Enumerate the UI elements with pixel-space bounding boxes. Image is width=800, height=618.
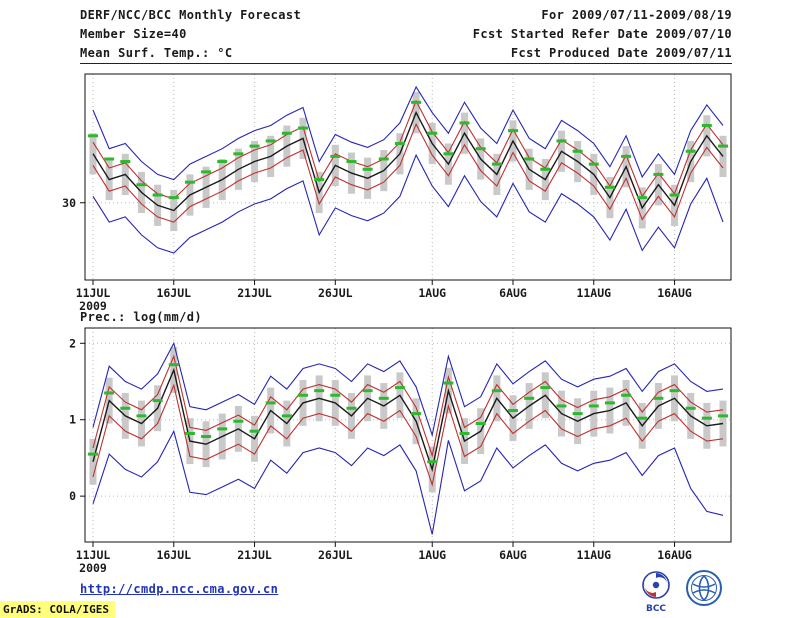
header-divider (80, 63, 732, 64)
grads-stamp: GrADS: COLA/IGES (0, 601, 115, 618)
series-ensemble-min (92, 429, 724, 535)
x-tick-label: 6AUG (499, 286, 527, 300)
plot-frame (84, 73, 732, 281)
temperature-chart: 11JUL 16JUL 21JUL 26JUL 1AUG 6AUG 11AUG 16AUG 20… (62, 73, 732, 313)
precip-panel-title: Prec.: log(mm/d) (80, 310, 202, 324)
y-tick-label: 2 (69, 336, 76, 350)
ncc-logo (684, 568, 724, 612)
x-tick-label: 1AUG (418, 286, 446, 300)
series-mean-minus-std (92, 383, 724, 487)
bcc-logo-icon (642, 571, 670, 599)
x-tick-label: 21JUL (237, 548, 272, 562)
series-observation (88, 363, 728, 464)
gridlines (85, 328, 731, 542)
x-tick-label: 16AUG (657, 548, 692, 562)
series-ensemble-min (92, 153, 724, 254)
cmdp-url-link[interactable]: http://cmdp.ncc.cma.gov.cn (80, 582, 279, 596)
series-mean-minus-std (92, 122, 724, 223)
x-tick-label: 16JUL (156, 286, 191, 300)
series-ensemble-mean (92, 110, 724, 212)
fcst-start-date-label: Fcst Started Refer Date 2009/07/10 (472, 27, 732, 41)
temp-panel-title: Mean Surf. Temp.: °C (80, 46, 233, 60)
bcc-logo: BCC (638, 570, 674, 614)
precipitation-chart: 11JUL 16JUL 21JUL 26JUL 1AUG 6AUG 11AUG 16AUG20… (69, 327, 732, 575)
ncc-logo-icon (686, 570, 722, 606)
x-tick-label: 16AUG (657, 286, 692, 300)
forecast-range-label: For 2009/07/11-2009/08/19 (541, 8, 732, 22)
series-ensemble-max (92, 85, 724, 181)
x-tick-label: 26JUL (318, 286, 353, 300)
series-ensemble-spread (89, 92, 727, 232)
x-tick-label: 21JUL (237, 286, 272, 300)
bcc-logo-label: BCC (645, 604, 667, 614)
series-ensemble-max (92, 341, 724, 438)
y-tick-label: 1 (69, 413, 76, 427)
x-tick-label: 1AUG (418, 548, 446, 562)
x-tick-label: 6AUG (499, 548, 527, 562)
x-year-label: 2009 (79, 299, 107, 313)
plot-frame (84, 327, 732, 543)
series-observation (88, 100, 728, 200)
x-tick-label: 11AUG (576, 548, 611, 562)
axes-labels: 11JUL 16JUL 21JUL 26JUL 1AUG 6AUG 11AUG 16AUG20… (69, 336, 692, 575)
x-tick-label: 26JUL (318, 548, 353, 562)
y-tick-label: 0 (69, 489, 76, 503)
series-mean-plus-std (92, 354, 724, 458)
x-tick-label: 16JUL (156, 548, 191, 562)
x-tick-label: 11AUG (576, 286, 611, 300)
series-mean-plus-std (92, 99, 724, 200)
x-year-label: 2009 (79, 561, 107, 575)
axes-labels: 11JUL 16JUL 21JUL 26JUL 1AUG 6AUG 11AUG 16AUG 20… (62, 196, 692, 313)
series-ensemble-mean (92, 367, 724, 473)
member-size-label: Member Size=40 (80, 27, 187, 41)
page-title: DERF/NCC/BCC Monthly Forecast (80, 8, 302, 22)
x-tick-label: 11JUL (76, 286, 111, 300)
x-tick-label: 11JUL (76, 548, 111, 562)
fcst-produced-label: Fcst Produced Date 2009/07/11 (510, 46, 732, 60)
y-tick-label: 30 (62, 196, 76, 210)
